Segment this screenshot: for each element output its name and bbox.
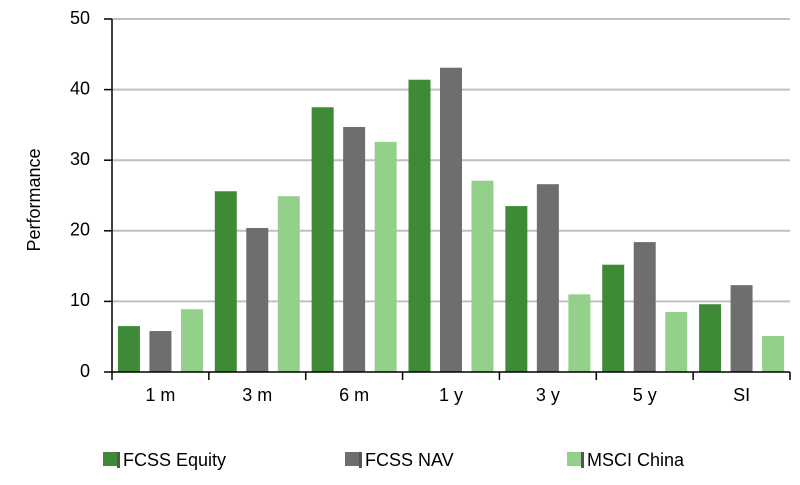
bar bbox=[633, 242, 656, 372]
y-tick-label: 50 bbox=[70, 8, 90, 28]
y-tick-label: 20 bbox=[70, 220, 90, 240]
bar bbox=[246, 227, 269, 372]
bar bbox=[730, 285, 753, 372]
bar bbox=[180, 309, 203, 372]
bar bbox=[311, 107, 334, 372]
legend-label: FCSS Equity bbox=[123, 450, 226, 470]
x-tick-label: 1 m bbox=[145, 385, 175, 405]
bar bbox=[665, 311, 688, 372]
x-tick-label: 6 m bbox=[339, 385, 369, 405]
bar bbox=[149, 331, 172, 372]
y-tick-label: 40 bbox=[70, 78, 90, 98]
bar bbox=[762, 335, 785, 372]
x-tick-label: 3 y bbox=[536, 385, 560, 405]
bar bbox=[343, 127, 366, 372]
x-tick-label: SI bbox=[733, 385, 750, 405]
legend-swatch bbox=[345, 452, 359, 466]
bar bbox=[602, 264, 625, 372]
bar bbox=[117, 326, 140, 372]
bar bbox=[277, 196, 300, 372]
bar bbox=[536, 184, 559, 372]
legend-swatch bbox=[103, 452, 117, 466]
bar bbox=[408, 79, 431, 372]
legend-swatch-edge bbox=[359, 452, 362, 468]
y-axis-label: Performance bbox=[24, 148, 44, 251]
legend-swatch bbox=[567, 452, 581, 466]
x-tick-label: 5 y bbox=[633, 385, 657, 405]
legend-label: FCSS NAV bbox=[365, 450, 454, 470]
x-tick-label: 3 m bbox=[242, 385, 272, 405]
y-tick-label: 10 bbox=[70, 290, 90, 310]
bar bbox=[505, 206, 528, 372]
legend-swatch-edge bbox=[117, 452, 120, 468]
legend-label: MSCI China bbox=[587, 450, 685, 470]
bar bbox=[374, 141, 397, 372]
bar bbox=[440, 67, 462, 373]
y-tick-label: 0 bbox=[80, 361, 90, 381]
y-tick-label: 30 bbox=[70, 149, 90, 169]
bar bbox=[699, 304, 722, 372]
bar bbox=[214, 191, 237, 372]
x-tick-label: 1 y bbox=[439, 385, 463, 405]
bar bbox=[568, 294, 591, 372]
bar bbox=[471, 180, 494, 372]
legend-swatch-edge bbox=[581, 452, 584, 468]
